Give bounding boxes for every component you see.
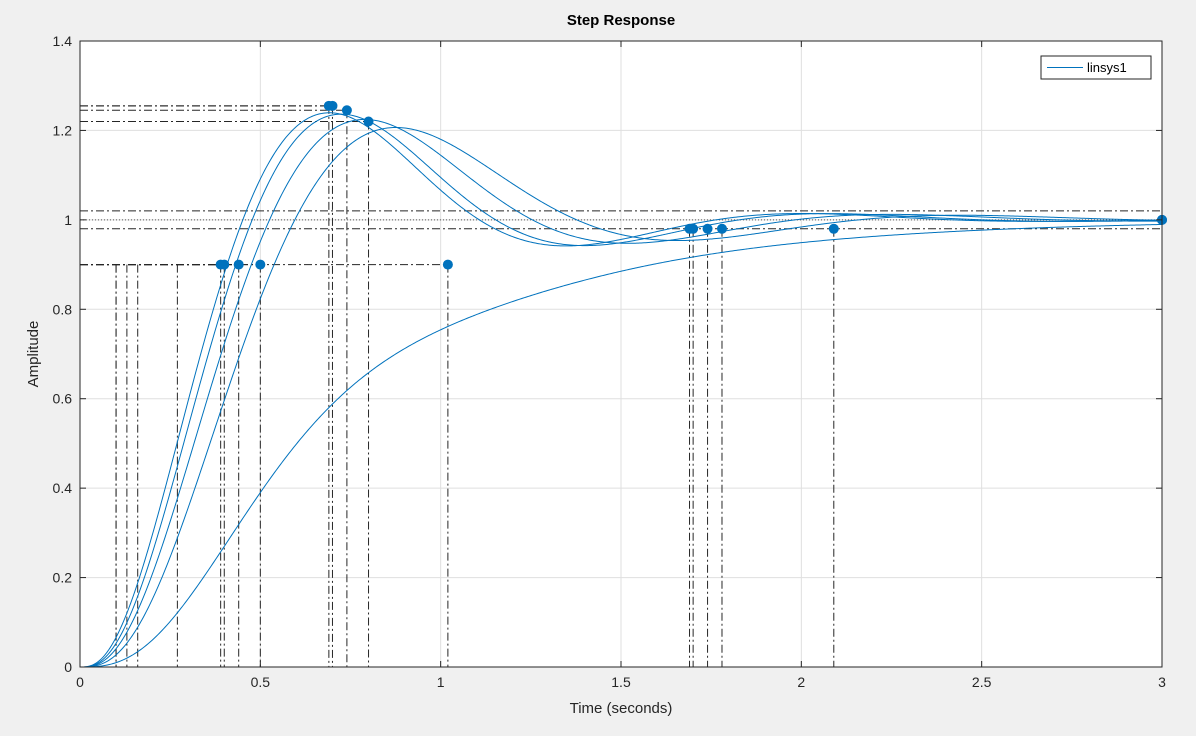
y-tick-label: 1.2: [53, 122, 73, 138]
settling-time-marker[interactable]: [702, 223, 713, 234]
y-tick-label: 0: [64, 659, 72, 675]
y-tick-label: 1.4: [53, 33, 73, 49]
response-curve: [80, 223, 1163, 668]
x-tick-label: 0: [76, 674, 84, 690]
y-tick-label: 0.6: [53, 391, 73, 407]
response-curve: [80, 126, 1163, 668]
settling-time-marker[interactable]: [828, 223, 839, 234]
y-tick-label: 0.8: [53, 301, 73, 317]
x-tick-label: 1.5: [611, 674, 631, 690]
x-tick-label: 1: [437, 674, 445, 690]
response-curve: [80, 118, 1162, 668]
characteristic-markers[interactable]: [215, 100, 1167, 270]
x-axis-label: Time (seconds): [570, 700, 673, 717]
rise-time-marker[interactable]: [442, 259, 453, 270]
x-tick-label: 0.5: [251, 674, 271, 690]
legend-entry-linsys1: linsys1: [1087, 60, 1127, 75]
x-tick-label: 2: [797, 674, 805, 690]
y-axis-label: Amplitude: [25, 321, 42, 388]
response-curves: [80, 112, 1163, 668]
response-curve: [80, 113, 1163, 668]
x-tick-label: 3: [1158, 674, 1166, 690]
chart-title: Step Response: [567, 12, 675, 29]
response-curve: [80, 112, 1163, 668]
legend-box: [1040, 55, 1152, 80]
rise-time-marker[interactable]: [255, 259, 266, 270]
legend[interactable]: linsys1: [1040, 55, 1152, 80]
y-tick-label: 1: [64, 212, 72, 228]
rise-time-marker[interactable]: [233, 259, 244, 270]
x-tick-label: 2.5: [972, 674, 992, 690]
settling-time-marker[interactable]: [716, 223, 727, 234]
settling-time-marker[interactable]: [688, 223, 699, 234]
y-tick-label: 0.4: [53, 480, 73, 496]
peak-response-marker[interactable]: [363, 116, 374, 127]
peak-response-marker[interactable]: [327, 100, 338, 111]
rise-time-marker[interactable]: [219, 259, 230, 270]
peak-response-marker[interactable]: [341, 105, 352, 116]
y-tick-label: 0.2: [53, 570, 73, 586]
axis-ticks: 0 0.5 1 1.5 2 2.5 3 0 0.2 0.4 0.6 0.8 1 1.2 1.4: [53, 33, 1167, 690]
